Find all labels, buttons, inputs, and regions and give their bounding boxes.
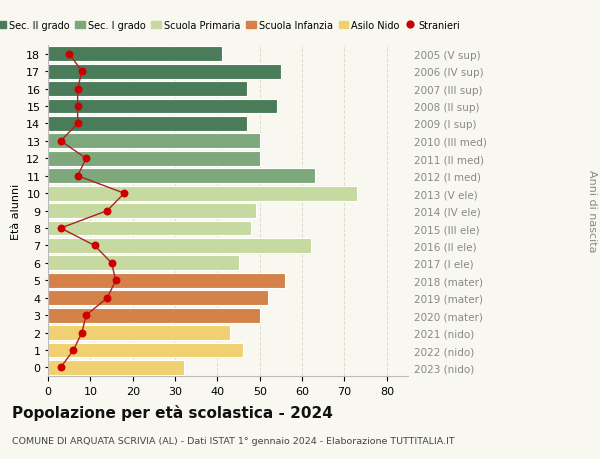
Point bbox=[56, 225, 65, 232]
Point bbox=[82, 312, 91, 319]
Text: Anni di nascita: Anni di nascita bbox=[587, 170, 597, 252]
Point bbox=[73, 103, 82, 111]
Point bbox=[103, 294, 112, 302]
Point bbox=[111, 277, 121, 285]
Point bbox=[119, 190, 129, 197]
Bar bbox=[48, 256, 239, 271]
Point bbox=[68, 347, 78, 354]
Point bbox=[90, 242, 100, 250]
Point bbox=[64, 51, 74, 58]
Text: Popolazione per età scolastica - 2024: Popolazione per età scolastica - 2024 bbox=[12, 404, 333, 420]
Bar bbox=[48, 308, 260, 323]
Bar bbox=[48, 360, 184, 375]
Point bbox=[82, 155, 91, 162]
Bar bbox=[48, 117, 247, 132]
Bar bbox=[48, 100, 277, 114]
Bar bbox=[48, 65, 281, 79]
Point bbox=[77, 68, 86, 76]
Bar bbox=[48, 291, 268, 306]
Point bbox=[73, 86, 82, 93]
Y-axis label: Età alunni: Età alunni bbox=[11, 183, 20, 239]
Bar bbox=[48, 186, 357, 201]
Point bbox=[73, 173, 82, 180]
Bar bbox=[48, 343, 243, 358]
Bar bbox=[48, 47, 221, 62]
Bar bbox=[48, 204, 256, 218]
Point bbox=[77, 329, 86, 336]
Legend: Sec. II grado, Sec. I grado, Scuola Primaria, Scuola Infanzia, Asilo Nido, Stran: Sec. II grado, Sec. I grado, Scuola Prim… bbox=[0, 17, 464, 34]
Point bbox=[103, 207, 112, 215]
Point bbox=[107, 260, 116, 267]
Bar bbox=[48, 239, 311, 253]
Bar bbox=[48, 134, 260, 149]
Bar bbox=[48, 169, 315, 184]
Bar bbox=[48, 221, 251, 236]
Bar bbox=[48, 273, 285, 288]
Bar bbox=[48, 151, 260, 166]
Text: COMUNE DI ARQUATA SCRIVIA (AL) - Dati ISTAT 1° gennaio 2024 - Elaborazione TUTTI: COMUNE DI ARQUATA SCRIVIA (AL) - Dati IS… bbox=[12, 436, 455, 445]
Bar bbox=[48, 325, 230, 340]
Point bbox=[56, 138, 65, 145]
Point bbox=[56, 364, 65, 371]
Bar bbox=[48, 82, 247, 97]
Point bbox=[73, 121, 82, 128]
